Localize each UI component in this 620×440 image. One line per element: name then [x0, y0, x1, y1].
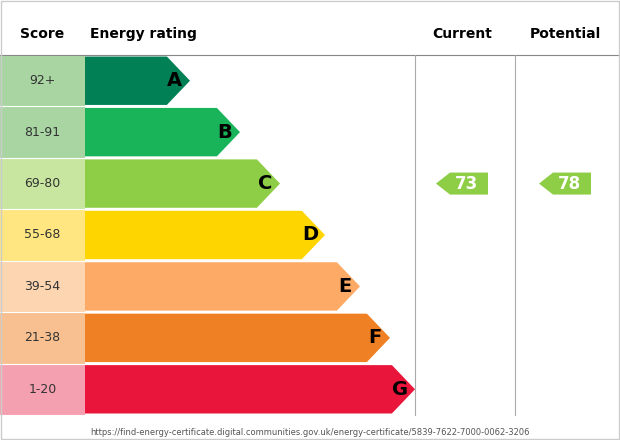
- Text: Energy rating: Energy rating: [90, 27, 197, 41]
- Text: Current: Current: [432, 27, 492, 41]
- Text: 81-91: 81-91: [24, 126, 61, 139]
- Text: D: D: [302, 225, 318, 245]
- Text: Score: Score: [20, 27, 64, 41]
- Text: 55-68: 55-68: [24, 228, 61, 242]
- Text: 69-80: 69-80: [24, 177, 61, 190]
- Text: B: B: [218, 123, 232, 142]
- Polygon shape: [85, 56, 190, 105]
- Polygon shape: [85, 365, 415, 414]
- Text: 78: 78: [557, 175, 580, 193]
- Bar: [0, 158, 85, 209]
- Polygon shape: [85, 262, 360, 311]
- Polygon shape: [436, 172, 488, 194]
- Text: 73: 73: [454, 175, 477, 193]
- Text: 21-38: 21-38: [24, 331, 61, 345]
- Text: C: C: [258, 174, 272, 193]
- Bar: [0, 312, 85, 363]
- Text: 1-20: 1-20: [29, 383, 56, 396]
- Bar: [0, 106, 85, 158]
- Polygon shape: [85, 108, 240, 156]
- Polygon shape: [539, 172, 591, 194]
- Text: G: G: [392, 380, 408, 399]
- Polygon shape: [85, 159, 280, 208]
- Text: https://find-energy-certificate.digital.communities.gov.uk/energy-certificate/58: https://find-energy-certificate.digital.…: [91, 428, 529, 437]
- Polygon shape: [85, 211, 325, 259]
- Text: F: F: [368, 328, 381, 347]
- Bar: [0, 55, 85, 106]
- Bar: [0, 209, 85, 261]
- Bar: [0, 261, 85, 312]
- Text: Potential: Potential: [529, 27, 601, 41]
- Bar: [0, 363, 85, 415]
- Text: 92+: 92+: [29, 74, 56, 87]
- Text: A: A: [167, 71, 182, 90]
- Text: E: E: [339, 277, 352, 296]
- Polygon shape: [85, 314, 390, 362]
- Text: 39-54: 39-54: [24, 280, 61, 293]
